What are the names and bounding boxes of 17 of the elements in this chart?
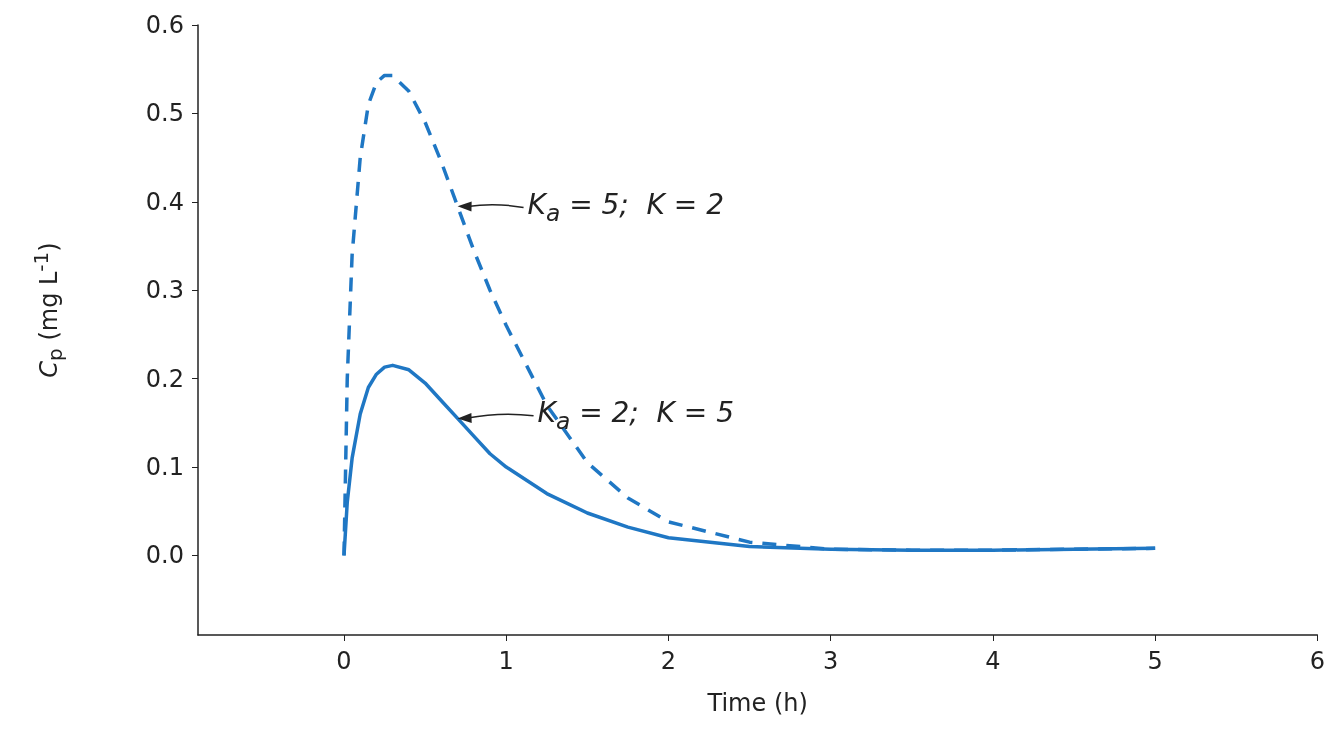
x-tick-label: 3 xyxy=(823,647,839,675)
y-tick-label: 0.3 xyxy=(145,276,184,305)
y-tick-label: 0.1 xyxy=(145,453,184,482)
annotation: K$_{a}$ = 5; K = 2 xyxy=(527,188,724,227)
x-tick-label: 4 xyxy=(985,647,1001,675)
y-tick-label: 0.5 xyxy=(145,99,184,128)
annotation: K$_{a}$ = 2; K = 5 xyxy=(537,396,734,435)
x-tick-label: 5 xyxy=(1147,647,1163,675)
y-tick-label: 0.0 xyxy=(145,541,184,570)
y-tick-label: 0.2 xyxy=(145,364,184,393)
y-tick-label: 0.4 xyxy=(145,187,184,216)
y-tick-label: 0.6 xyxy=(145,11,184,39)
x-tick-label: 0 xyxy=(336,647,352,675)
x-axis-title: Time (h) xyxy=(706,689,808,717)
x-tick-label: 6 xyxy=(1309,647,1326,675)
x-tick-label: 1 xyxy=(498,647,514,675)
x-tick-label: 2 xyxy=(660,647,677,675)
